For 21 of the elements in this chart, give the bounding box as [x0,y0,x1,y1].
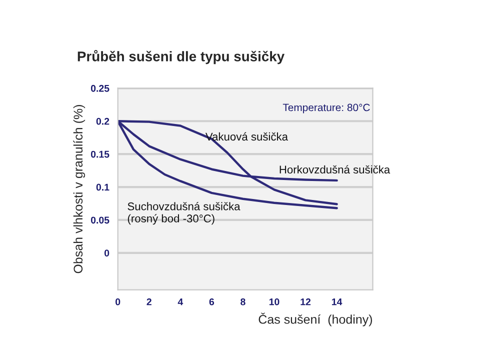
y-tick-label: 0 [104,250,110,257]
y-tick-label: 0.05 [90,216,110,224]
y-tick-label: 0.1 [96,184,110,191]
x-tick-label: 10 [269,298,280,306]
x-tick-label: 4 [178,298,184,306]
series-label: Vakuová sušička [205,132,288,141]
x-tick-label: 12 [300,298,311,306]
x-axis-title: Čas sušení (hodiny) [258,312,372,326]
series-label: Suchovzdušná sušička (rosný bod -30°C) [128,202,240,225]
x-tick-label: 2 [146,298,152,306]
x-tick-label: 14 [332,298,342,306]
x-tick-label: 6 [209,298,214,306]
series-label: Horkovzdušná sušička [280,165,390,174]
x-tick-label: 8 [240,298,246,306]
annotation: Temperature: 80°C [282,104,370,114]
x-tick-label: 0 [116,298,120,306]
y-tick-label: 0.2 [96,118,110,125]
y-axis-title: Obsah vlhkosti v granulích (%) [73,105,86,274]
y-tick-label: 0.15 [90,150,110,158]
y-tick-label: 0.25 [90,84,110,92]
chart-title: Průběh sušeni dle typu sušičky [78,50,285,64]
